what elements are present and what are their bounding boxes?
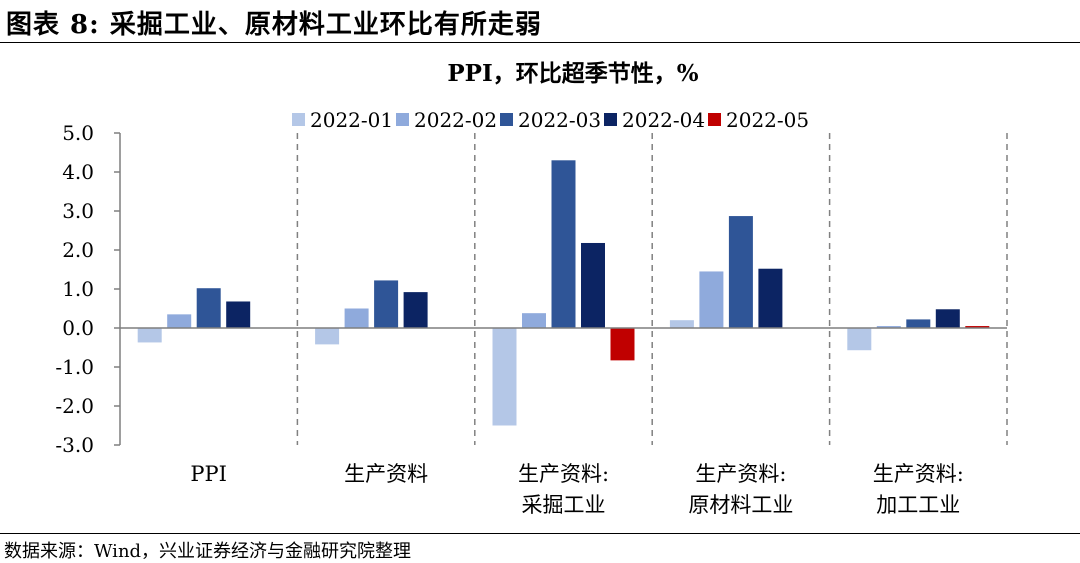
bar: [935, 309, 960, 328]
source-note: 数据来源：Wind，兴业证券经济与金融研究院整理: [4, 541, 412, 562]
bar: [847, 328, 872, 351]
legend-swatch: [708, 113, 721, 126]
bar: [344, 308, 369, 328]
x-axis-labels: PPI 生产资料 生产资料: 采掘工业 生产资料: 原材料工业 生产资料: 加工工业: [190, 462, 963, 517]
x-tick-label-line: 加工工业: [876, 493, 960, 517]
top-rule: [0, 42, 1080, 43]
y-tick-label: 0.0: [62, 316, 94, 340]
x-tick-label: 生产资料: [344, 462, 428, 486]
y-tick-label: -1.0: [55, 355, 94, 379]
y-tick-label: 4.0: [62, 160, 94, 184]
bottom-rule: [0, 533, 1080, 534]
bar: [876, 326, 901, 328]
y-axis: 5.0 4.0 3.0 2.0 1.0 0.0 -1.0 -2.0 -3.0: [55, 121, 121, 457]
bar: [522, 313, 546, 328]
y-tick-label: -2.0: [55, 394, 94, 418]
bar: [728, 216, 753, 328]
x-tick-label-line: PPI: [190, 462, 227, 486]
bar: [226, 301, 251, 328]
bars: [137, 160, 990, 426]
legend-label: 2022-05: [726, 108, 809, 132]
bar: [492, 328, 517, 426]
bar: [610, 328, 635, 361]
bar: [758, 268, 783, 328]
bar: [196, 288, 221, 328]
legend: 2022-01 2022-02 2022-03 2022-04 2022-05: [292, 108, 809, 132]
bar: [699, 271, 724, 328]
bar: [403, 292, 428, 328]
legend-label: 2022-01: [310, 108, 393, 132]
x-tick-label-line: 采掘工业: [522, 493, 606, 517]
x-tick-label-line: 生产资料:: [695, 462, 786, 486]
x-tick-label-line: 生产资料:: [873, 462, 964, 486]
x-tick-label-line: 原材料工业: [688, 493, 793, 517]
legend-swatch: [292, 113, 305, 126]
legend-label: 2022-04: [622, 108, 705, 132]
bar: [167, 314, 192, 328]
y-tick-label: 5.0: [62, 121, 94, 145]
legend-label: 2022-02: [414, 108, 497, 132]
bar: [551, 160, 576, 328]
x-tick-label: 生产资料: 原材料工业: [688, 462, 793, 517]
bar: [965, 326, 990, 328]
bar: [581, 242, 605, 328]
y-tick-label: 1.0: [62, 277, 94, 301]
x-tick-label-line: 生产资料:: [518, 462, 609, 486]
y-tick-label: 3.0: [62, 199, 94, 223]
bar: [374, 280, 399, 328]
figure-title-text: 采掘工业、原材料工业环比有所走弱: [109, 10, 542, 40]
x-tick-label: 生产资料: 加工工业: [873, 462, 964, 517]
x-tick-label: PPI: [190, 462, 227, 486]
bar: [906, 319, 931, 328]
legend-swatch: [500, 113, 513, 126]
bar: [137, 328, 162, 343]
y-tick-label: -3.0: [55, 433, 94, 457]
figure-label: 图表 8:: [6, 10, 100, 40]
legend-swatch: [396, 113, 409, 126]
chart-title: PPI，环比超季节性，%: [447, 60, 698, 87]
legend-swatch: [604, 113, 617, 126]
x-tick-label: 生产资料: 采掘工业: [518, 462, 609, 517]
bar: [315, 328, 340, 345]
y-tick-label: 2.0: [62, 238, 94, 262]
category-separators: [296, 133, 1008, 445]
legend-label: 2022-03: [518, 108, 601, 132]
x-tick-label-line: 生产资料: [344, 462, 428, 486]
figure-title: 图表 8: 采掘工业、原材料工业环比有所走弱: [6, 4, 542, 41]
bar: [669, 320, 694, 328]
